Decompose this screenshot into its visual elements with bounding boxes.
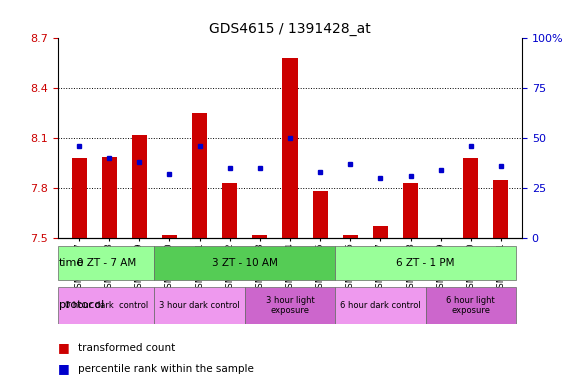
Text: 0 hour dark  control: 0 hour dark control bbox=[64, 301, 148, 310]
Text: 6 hour dark control: 6 hour dark control bbox=[340, 301, 420, 310]
Bar bbox=[343, 235, 358, 238]
Text: 0 ZT - 7 AM: 0 ZT - 7 AM bbox=[77, 258, 136, 268]
Text: ■: ■ bbox=[58, 341, 70, 354]
Text: ■: ■ bbox=[58, 362, 70, 375]
Text: time: time bbox=[59, 258, 84, 268]
Bar bbox=[313, 192, 328, 238]
Bar bbox=[192, 113, 207, 238]
Bar bbox=[335, 287, 426, 324]
Text: 3 hour dark control: 3 hour dark control bbox=[160, 301, 240, 310]
Bar bbox=[373, 227, 388, 238]
Bar bbox=[154, 287, 245, 324]
Bar bbox=[154, 246, 335, 280]
Text: transformed count: transformed count bbox=[78, 343, 176, 353]
Text: percentile rank within the sample: percentile rank within the sample bbox=[78, 364, 254, 374]
Bar bbox=[102, 157, 117, 238]
Bar bbox=[403, 183, 418, 238]
Bar bbox=[222, 183, 237, 238]
Bar bbox=[58, 246, 154, 280]
Text: 6 ZT - 1 PM: 6 ZT - 1 PM bbox=[396, 258, 455, 268]
Bar bbox=[426, 287, 516, 324]
Bar bbox=[463, 158, 478, 238]
Bar bbox=[494, 180, 509, 238]
Bar bbox=[252, 235, 267, 238]
Text: 6 hour light
exposure: 6 hour light exposure bbox=[447, 296, 495, 315]
Bar bbox=[282, 58, 298, 238]
Text: 3 ZT - 10 AM: 3 ZT - 10 AM bbox=[212, 258, 278, 268]
Bar bbox=[162, 235, 177, 238]
Title: GDS4615 / 1391428_at: GDS4615 / 1391428_at bbox=[209, 22, 371, 36]
Bar bbox=[335, 246, 516, 280]
Bar bbox=[132, 135, 147, 238]
Bar bbox=[58, 287, 154, 324]
Text: 3 hour light
exposure: 3 hour light exposure bbox=[266, 296, 314, 315]
Bar bbox=[245, 287, 335, 324]
Text: protocol: protocol bbox=[59, 300, 104, 310]
Bar bbox=[71, 158, 86, 238]
